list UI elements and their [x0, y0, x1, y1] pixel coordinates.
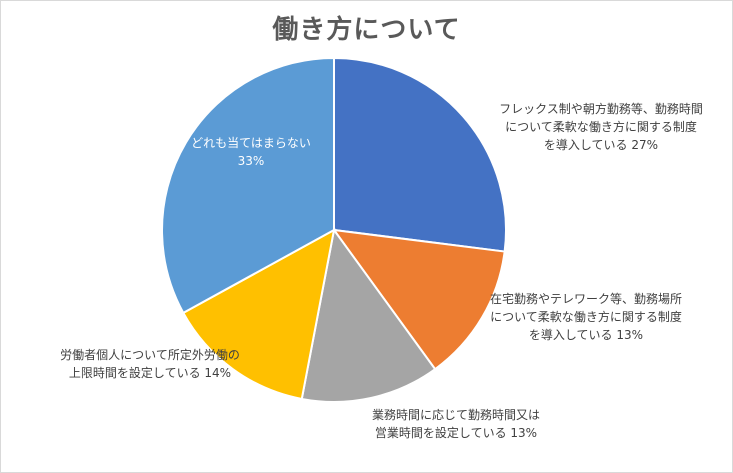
- slice-label-overtime-limit: 労働者個人について所定外労働の 上限時間を設定している 14%: [25, 346, 275, 382]
- pie-slice-business-hours: [300, 227, 437, 403]
- slice-label-line: 上限時間を設定している 14%: [68, 366, 232, 380]
- slice-label-telework: 在宅勤務やテレワーク等、勤務場所 について柔軟な働き方に関する制度 を導入してい…: [456, 290, 716, 344]
- pie-slice-none: [161, 56, 335, 315]
- pie-slice-telework: [331, 228, 506, 371]
- slice-label-line: 在宅勤務やテレワーク等、勤務場所: [489, 292, 682, 306]
- slice-label-line: について柔軟な働き方に関する制度: [505, 120, 697, 134]
- slice-label-none: どれも当てはまらない 33%: [176, 134, 326, 170]
- pie-slice-flex: [333, 56, 507, 253]
- slice-label-line: を導入している 13%: [528, 328, 644, 342]
- slice-label-line: 33%: [237, 154, 265, 168]
- slice-label-line: どれも当てはまらない: [191, 136, 311, 150]
- slice-label-line: について柔軟な働き方に関する制度: [490, 310, 682, 324]
- slice-label-line: 業務時間に応じて勤務時間又は: [371, 408, 540, 422]
- slice-label-line: フレックス制や朝方勤務等、勤務時間: [499, 102, 703, 116]
- slice-label-line: を導入している 27%: [543, 138, 659, 152]
- slice-label-line: 労働者個人について所定外労働の: [60, 348, 240, 362]
- slice-label-business-hours: 業務時間に応じて勤務時間又は 営業時間を設定している 13%: [331, 406, 581, 442]
- slice-label-line: 営業時間を設定している 13%: [374, 426, 538, 440]
- slice-label-flex: フレックス制や朝方勤務等、勤務時間 について柔軟な働き方に関する制度 を導入して…: [471, 100, 731, 154]
- chart-title: 働き方について: [272, 15, 461, 45]
- pie-slice-overtime-limit: [181, 228, 336, 401]
